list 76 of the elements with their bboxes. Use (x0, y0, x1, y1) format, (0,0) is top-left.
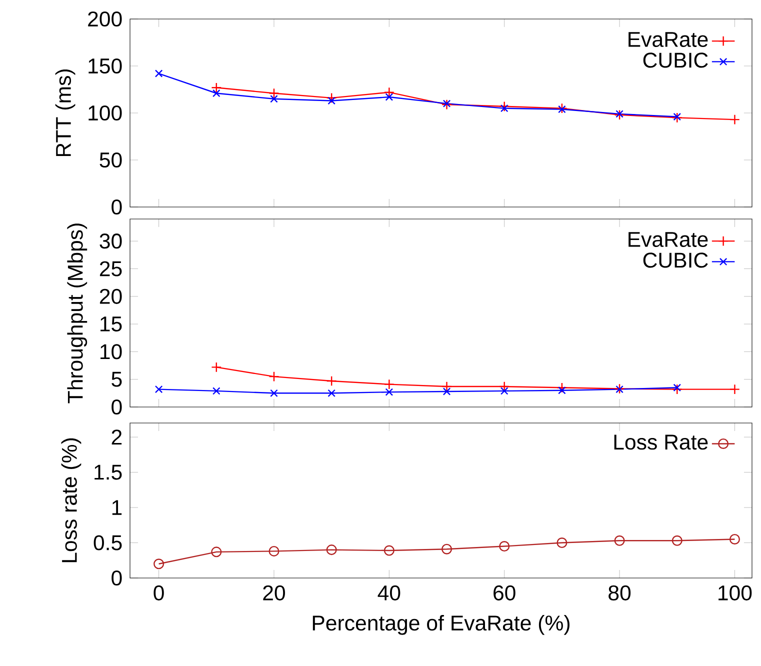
point (268, 546, 280, 556)
y-axis-title: Loss rate (%) (61, 438, 82, 562)
y-tick-label: 30 (100, 234, 122, 249)
point (672, 535, 682, 546)
point (268, 371, 280, 382)
point (558, 386, 566, 394)
legend-label: CUBIC (643, 52, 708, 68)
y-tick-label: 0 (112, 199, 122, 215)
x-tick-label: 80 (608, 585, 631, 600)
x-tick-label: 40 (378, 585, 400, 600)
point (729, 114, 740, 125)
legend-label: Loss Rate (614, 434, 708, 450)
point (211, 362, 222, 372)
point (616, 110, 624, 118)
point (441, 544, 452, 554)
point (212, 89, 220, 98)
point (442, 388, 451, 396)
y-tick-label: 20 (100, 288, 122, 304)
y-tick-label: 5 (112, 372, 122, 387)
point (154, 385, 163, 394)
point (211, 546, 222, 558)
y-tick-label: 0 (112, 399, 122, 415)
point (672, 384, 682, 395)
point (499, 381, 510, 392)
y-tick-label: 2 (112, 430, 122, 445)
y-tick-label: 0.5 (94, 535, 122, 550)
point (500, 387, 508, 395)
point (326, 544, 337, 556)
point (328, 96, 336, 105)
y-tick-label: 25 (100, 261, 122, 276)
point (729, 384, 740, 395)
point (556, 382, 568, 393)
point (154, 70, 163, 78)
x-tick-label: 60 (494, 585, 516, 600)
y-tick-label: 200 (88, 11, 122, 27)
point (270, 389, 278, 398)
point (384, 545, 394, 556)
y-tick-label: 1.5 (94, 464, 122, 480)
x-tick-label: 0 (154, 585, 164, 600)
point (441, 381, 452, 392)
y-tick-label: 10 (100, 344, 122, 360)
y-tick-label: 1 (112, 500, 122, 515)
y-axis-title: Throughput (Mbps) (67, 224, 88, 404)
point (268, 88, 280, 99)
point (499, 541, 510, 552)
point (441, 99, 452, 110)
legend-label: CUBIC (643, 252, 708, 268)
point (500, 104, 508, 112)
point (270, 94, 278, 103)
point (556, 537, 568, 548)
y-tick-label: 50 (100, 152, 122, 168)
point (385, 93, 394, 101)
point (384, 379, 394, 390)
point (385, 388, 394, 396)
y-tick-label: 150 (88, 58, 122, 74)
point (614, 535, 625, 546)
point (673, 384, 682, 392)
x-tick-label: 100 (718, 585, 752, 600)
point (154, 558, 164, 570)
point (442, 100, 451, 108)
point (326, 92, 337, 104)
point (326, 376, 337, 386)
y-axis-title: RTT (ms) (55, 70, 76, 156)
legend-label: EvaRate (628, 32, 708, 47)
y-tick-label: 100 (88, 105, 122, 121)
x-axis-title: Percentage of EvaRate (%) (312, 614, 570, 635)
y-tick-label: 15 (100, 316, 122, 332)
point (328, 389, 336, 398)
y-tick-label: 0 (112, 570, 122, 586)
point (614, 110, 625, 120)
point (211, 82, 222, 93)
x-tick-label: 20 (263, 585, 285, 600)
point (729, 534, 740, 545)
legend-label: EvaRate (628, 232, 708, 247)
point (212, 387, 220, 395)
point (384, 87, 394, 98)
